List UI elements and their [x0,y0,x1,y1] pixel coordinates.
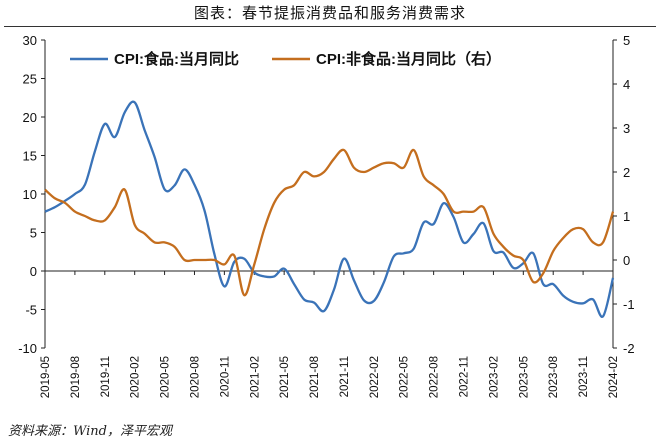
left-tick-label: -5 [25,303,37,318]
x-tick-label: 2021-05 [279,356,291,398]
right-tick-label: -1 [623,297,635,312]
x-tick-label: 2020-05 [160,356,172,398]
x-tick-label: 2023-08 [548,356,560,398]
chart-legend: CPI:食品:当月同比 CPI:非食品:当月同比（右） [70,50,501,68]
x-tick-label: 2023-02 [488,356,500,398]
x-tick-label: 2019-11 [100,356,112,397]
chart-series [44,100,615,318]
left-tick-label: 30 [23,33,37,48]
right-tick-label: 5 [623,33,630,48]
right-tick-label: -2 [623,341,635,356]
x-tick-label: 2019-08 [70,356,82,398]
x-tick-label: 2022-08 [429,356,441,398]
title-divider [4,26,656,27]
x-tick-label: 2024-02 [608,356,620,398]
x-tick-label: 2022-11 [459,356,471,397]
right-tick-label: 1 [623,209,630,224]
x-tick-label: 2020-08 [189,356,201,398]
series-line-nonfood [44,148,615,297]
x-tick-label: 2023-05 [518,356,530,398]
left-tick-label: 0 [30,264,37,279]
left-tick-label: 5 [30,226,37,241]
left-tick-label: -10 [18,341,37,356]
legend-label: CPI:非食品:当月同比（右） [316,50,501,68]
right-tick-label: 0 [623,253,630,268]
series-line-food [44,100,615,318]
x-tick-label: 2020-02 [130,356,142,398]
right-tick-label: 3 [623,121,630,136]
x-tick-label: 2021-08 [309,356,321,398]
left-tick-label: 20 [23,110,37,125]
source-note: 资料来源：Wind，泽平宏观 [8,424,172,439]
left-tick-label: 10 [23,187,37,202]
right-tick-label: 4 [623,77,630,92]
x-tick-label: 2021-02 [249,356,261,398]
x-tick-label: 2021-11 [339,356,351,397]
right-tick-label: 2 [623,165,630,180]
legend-label: CPI:食品:当月同比 [114,50,239,68]
x-tick-label: 2022-05 [399,356,411,398]
left-tick-label: 15 [23,149,37,164]
x-tick-label: 2019-05 [40,356,52,398]
left-tick-label: 25 [23,72,37,87]
x-tick-label: 2023-11 [578,356,590,397]
x-tick-label: 2020-11 [219,356,231,397]
x-tick-label: 2022-02 [369,356,381,398]
chart-title: 图表：春节提振消费品和服务消费需求 [193,4,466,22]
